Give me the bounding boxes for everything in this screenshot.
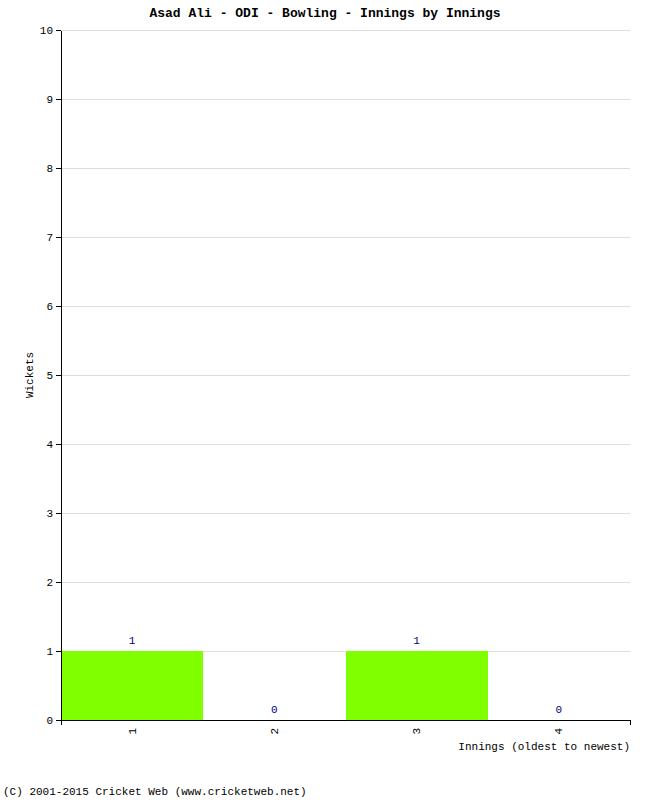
y-tick-label: 0: [46, 715, 53, 727]
title: Asad Ali - ODI - Bowling - Innings by In…: [149, 6, 500, 21]
grid-line: [61, 99, 630, 100]
y-tick: 6: [46, 301, 61, 313]
x-tick-label: 2: [269, 728, 281, 735]
x-tick-label: 4: [553, 728, 565, 735]
grid-line: [61, 444, 630, 445]
y-tick-mark: [56, 99, 61, 100]
x-tick: 2: [269, 728, 281, 735]
y-tick-mark: [56, 237, 61, 238]
x-axis-title: Innings (oldest to newest): [458, 741, 630, 753]
y-tick-label: 4: [46, 439, 53, 451]
bar: [488, 720, 630, 721]
y-tick: 9: [46, 94, 61, 106]
y-tick-mark: [56, 30, 61, 31]
y-tick-mark: [56, 720, 61, 721]
y-tick: 7: [46, 232, 61, 244]
y-tick-mark: [56, 513, 61, 514]
data-label: 0: [271, 704, 278, 716]
y-tick: 3: [46, 508, 61, 520]
y-tick: 0: [46, 715, 61, 727]
y-axis-line: [61, 31, 62, 721]
x-tick-label: 3: [411, 728, 423, 735]
y-tick-label: 9: [46, 94, 53, 106]
background: [0, 0, 650, 800]
x-tick-label: 1: [127, 728, 139, 735]
grid-line: [61, 306, 630, 307]
data-label: 1: [129, 635, 136, 647]
y-tick-mark: [56, 651, 61, 652]
y-axis-title: Wickets: [24, 352, 36, 398]
y-tick-label: 8: [46, 163, 53, 175]
chart: 10100123456789101234Asad Ali - ODI - Bow…: [0, 0, 650, 800]
x-tick: 4: [553, 728, 565, 735]
grid-line: [61, 237, 630, 238]
y-tick-mark: [56, 582, 61, 583]
y-tick-label: 10: [40, 25, 53, 37]
x-tick: 3: [411, 728, 423, 735]
y-tick-label: 2: [46, 577, 53, 589]
data-label: 0: [556, 704, 563, 716]
grid-line: [61, 168, 630, 169]
y-tick-mark: [56, 444, 61, 445]
grid: [61, 30, 630, 720]
data-label: 1: [413, 635, 420, 647]
x-tick: 1: [127, 728, 139, 735]
y-tick-label: 6: [46, 301, 53, 313]
y-tick-label: 5: [46, 370, 53, 382]
y-tick: 1: [46, 646, 61, 658]
y-tick: 4: [46, 439, 61, 451]
y-tick-label: 7: [46, 232, 53, 244]
data-labels: 1 0 1 0: [129, 635, 562, 716]
copyright: (C) 2001-2015 Cricket Web (www.cricketwe…: [3, 786, 307, 798]
bar: [203, 720, 345, 721]
bar: [346, 651, 488, 720]
y-tick: 2: [46, 577, 61, 589]
grid-line: [61, 375, 630, 376]
y-tick-mark: [56, 168, 61, 169]
y-tick-label: 3: [46, 508, 53, 520]
bars: [61, 651, 488, 720]
y-tick: 8: [46, 163, 61, 175]
y-tick-label: 1: [46, 646, 53, 658]
grid-line: [61, 513, 630, 514]
y-tick: 10: [40, 25, 61, 37]
grid-line: [61, 582, 630, 583]
grid-line: [61, 30, 630, 31]
x-axis: 1 2 3 4: [62, 721, 631, 735]
bar: [61, 651, 203, 720]
y-tick-mark: [56, 306, 61, 307]
y-tick: 5: [46, 370, 61, 382]
x-axis-line: [62, 721, 631, 726]
y-tick-mark: [56, 375, 61, 376]
y-axis: 0 1 2 3 4 5 6 7 8 9 10: [40, 25, 62, 727]
